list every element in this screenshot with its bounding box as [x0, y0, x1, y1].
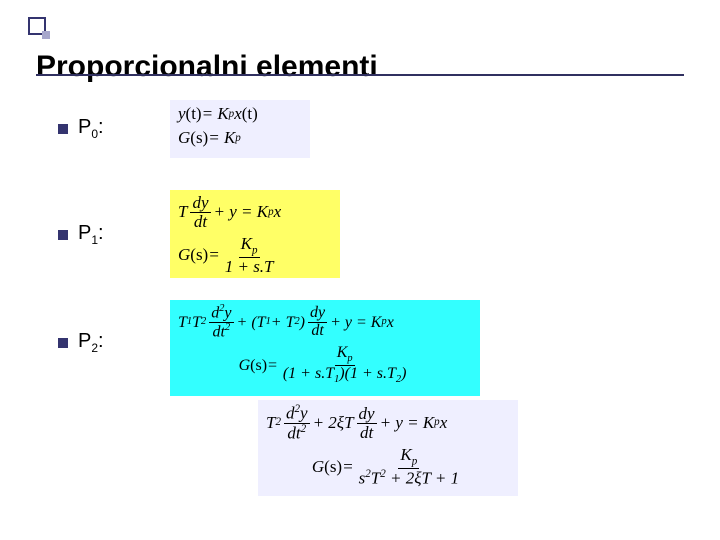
corner-deco-inner	[42, 31, 50, 39]
eq-p2-line2: G(s) = Kp (1 + s.T1)(1 + s.T2)	[178, 345, 472, 386]
square-bullet-icon	[58, 230, 68, 240]
eq-box-p2b: T2 d2y dt2 + 2ξT dy dt + y = Kp x G(s) =…	[258, 400, 518, 496]
eq-p2-line1: T1 T2 d2y dt2 + (T1 + T2 ) dy dt + y = K…	[178, 304, 472, 341]
eq-box-p1: T dy dt + y = Kp x G(s) = Kp 1 + s.T	[170, 190, 340, 278]
eq-p1-line1: T dy dt + y = Kp x	[178, 194, 332, 231]
eq-p0-line2: G(s) = Kp	[178, 128, 302, 148]
eq-box-p0: y(t) = Kp x(t) G(s) = Kp	[170, 100, 310, 158]
bullet-p2: P2:	[58, 330, 104, 355]
bullet-p0: P0:	[58, 116, 104, 141]
slide: Proporcionalni elementi P0: y(t) = Kp x(…	[0, 0, 720, 540]
eq-box-p2: T1 T2 d2y dt2 + (T1 + T2 ) dy dt + y = K…	[170, 300, 480, 396]
label-p1: P1:	[78, 222, 104, 247]
label-p0: P0:	[78, 116, 104, 141]
eq-p0-line1: y(t) = Kp x(t)	[178, 104, 302, 124]
bullet-p1: P1:	[58, 222, 104, 247]
eq-p1-line2: G(s) = Kp 1 + s.T	[178, 235, 332, 276]
page-title: Proporcionalni elementi	[36, 50, 378, 84]
title-underline	[36, 74, 684, 76]
square-bullet-icon	[58, 338, 68, 348]
eq-p2b-line1: T2 d2y dt2 + 2ξT dy dt + y = Kp x	[266, 404, 510, 442]
label-p2: P2:	[78, 330, 104, 355]
eq-p2b-line2: G(s) = Kp s2T2 + 2ξT + 1	[266, 446, 510, 487]
square-bullet-icon	[58, 124, 68, 134]
